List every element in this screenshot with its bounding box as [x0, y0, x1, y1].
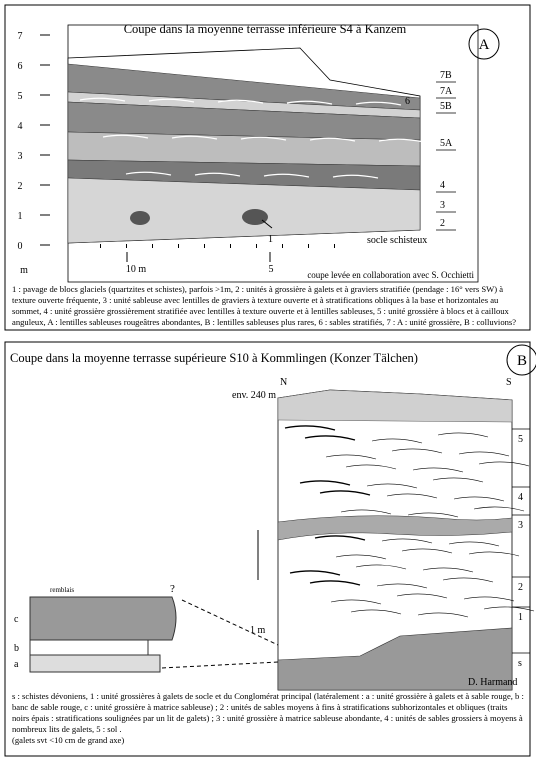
depth-unit: m	[20, 265, 28, 276]
correlation	[162, 662, 278, 668]
side-unit: c	[14, 614, 19, 625]
unit-label: 7A	[440, 86, 453, 97]
fill-label: remblais	[50, 586, 74, 594]
north: N	[280, 377, 287, 388]
caption: 1 : pavage de blocs glaciels (quartzites…	[12, 284, 524, 328]
length-scale: 10 m	[126, 264, 147, 275]
block-c	[30, 597, 176, 640]
section-b	[30, 390, 534, 690]
side-unit: b	[14, 643, 19, 654]
unit-label: 6	[405, 96, 410, 107]
unit-label: 3	[440, 200, 445, 211]
unit-label: 7B	[440, 70, 452, 81]
question: ?	[170, 583, 175, 595]
depth-tick: 5	[18, 91, 23, 102]
unit-label: 2	[518, 582, 523, 593]
side-unit: a	[14, 659, 19, 670]
section-a	[68, 48, 424, 243]
unit-label: 4	[440, 180, 445, 191]
altitude: env. 240 m	[232, 390, 276, 401]
unit-label: 1	[268, 234, 273, 245]
unit-label: 1	[518, 612, 523, 623]
title: Coupe dans la moyenne terrasse supérieur…	[10, 351, 418, 365]
panel-label: A	[479, 37, 490, 53]
scale-label: 1 m	[250, 625, 266, 636]
depth-tick: 3	[18, 151, 23, 162]
length-mark: 5	[269, 264, 274, 275]
caption: s : schistes dévoniens, 1 : unité grossi…	[12, 691, 524, 746]
caption-note: (galets svt <10 cm de grand axe)	[12, 735, 124, 745]
credit: D. Harmand	[468, 677, 517, 688]
title: Coupe dans la moyenne terrasse inférieur…	[124, 22, 407, 36]
block	[242, 209, 268, 225]
block	[130, 211, 150, 225]
bedrock-label: socle schisteux	[367, 235, 427, 246]
unit-label: 3	[518, 520, 523, 531]
block-a	[30, 655, 160, 672]
unit-label: 5B	[440, 101, 452, 112]
soil	[278, 390, 512, 422]
credit: coupe levée en collaboration avec S. Occ…	[307, 270, 474, 280]
depth-tick: 6	[18, 61, 23, 72]
depth-tick: 4	[18, 121, 23, 132]
panel-label: B	[517, 353, 527, 369]
figure: Coupe dans la moyenne terrasse inférieur…	[0, 0, 536, 761]
unit-label: 5	[518, 434, 523, 445]
depth-tick: 7	[18, 31, 23, 42]
south: S	[506, 377, 512, 388]
depth-tick: 1	[18, 211, 23, 222]
drawing: Coupe dans la moyenne terrasse inférieur…	[0, 0, 536, 761]
depth-tick: 2	[18, 181, 23, 192]
caption-text: s : schistes dévoniens, 1 : unité grossi…	[12, 691, 524, 734]
depth-tick: 0	[18, 241, 23, 252]
correlation	[182, 600, 278, 645]
unit-label: 4	[518, 492, 523, 503]
unit-label: 2	[440, 218, 445, 229]
block-b	[30, 640, 148, 655]
unit-label: s	[518, 658, 522, 669]
unit-label: 5A	[440, 138, 453, 149]
